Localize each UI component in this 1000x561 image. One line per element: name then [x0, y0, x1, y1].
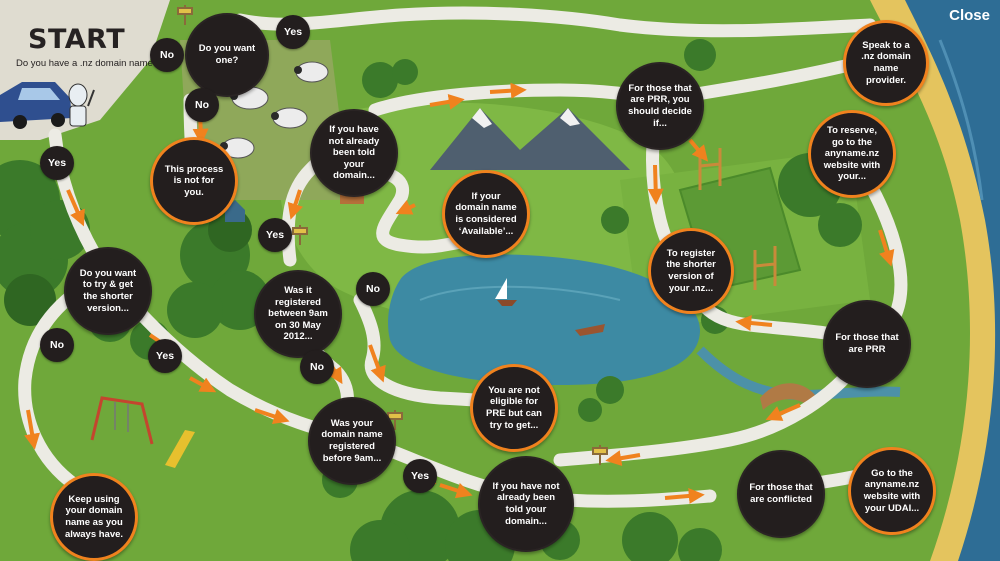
robot-mascot	[68, 83, 88, 107]
answer-yes-registered-between[interactable]: Yes	[258, 218, 292, 252]
node-reserve[interactable]: To reserve, go to the anyname.nz website…	[808, 110, 896, 198]
node-not-told-bottom[interactable]: If you have not already been told your d…	[478, 456, 574, 552]
node-registered-between[interactable]: Was it registered between 9am on 30 May …	[254, 270, 342, 358]
node-keep-using[interactable]: Keep using your domain name as you alway…	[50, 473, 138, 561]
node-want-one[interactable]: Do you want one?	[185, 13, 269, 97]
answer-yes-registered-before[interactable]: Yes	[403, 459, 437, 493]
node-registered-before[interactable]: Was your domain name registered before 9…	[308, 397, 396, 485]
slide	[165, 430, 195, 468]
node-go-anyname[interactable]: Go to the anyname.nz website with your U…	[848, 447, 936, 535]
answer-yes-want-shorter[interactable]: Yes	[148, 339, 182, 373]
node-not-told-top[interactable]: If you have not already been told your d…	[310, 109, 398, 197]
node-conflicted[interactable]: For those that are conflicted	[737, 450, 825, 538]
answer-no-registered-before[interactable]: No	[300, 350, 334, 384]
sheep	[221, 61, 329, 159]
answer-yes-start[interactable]: Yes	[40, 146, 74, 180]
close-button[interactable]: Close	[949, 7, 990, 24]
sea	[905, 0, 1000, 561]
car	[0, 82, 72, 122]
lake	[388, 254, 700, 385]
node-available[interactable]: If your domain name is considered ‘Avail…	[442, 170, 530, 258]
start-subtitle: Do you have a .nz domain name?	[16, 58, 159, 69]
answer-no-want-one[interactable]: No	[150, 38, 184, 72]
node-prr[interactable]: For those that are PRR	[823, 300, 911, 388]
answer-no-registered-between[interactable]: No	[356, 272, 390, 306]
answer-no-to-not-for-you[interactable]: No	[185, 88, 219, 122]
node-want-shorter[interactable]: Do you want to try & get the shorter ver…	[64, 247, 152, 335]
answer-no-want-shorter[interactable]: No	[40, 328, 74, 362]
node-prr-decide[interactable]: For those that are PRR, you should decid…	[616, 62, 704, 150]
start-title: START	[28, 24, 126, 55]
node-speak-provider[interactable]: Speak to a .nz domain name provider.	[843, 20, 929, 106]
node-not-eligible[interactable]: You are not eligible for PRE but can try…	[470, 364, 558, 452]
swing-set	[90, 396, 154, 445]
bridge	[760, 383, 815, 410]
node-not-for-you[interactable]: This process is not for you.	[150, 137, 238, 225]
answer-yes-want-one[interactable]: Yes	[276, 15, 310, 49]
node-register-shorter[interactable]: To register the shorter version of your …	[648, 228, 734, 314]
